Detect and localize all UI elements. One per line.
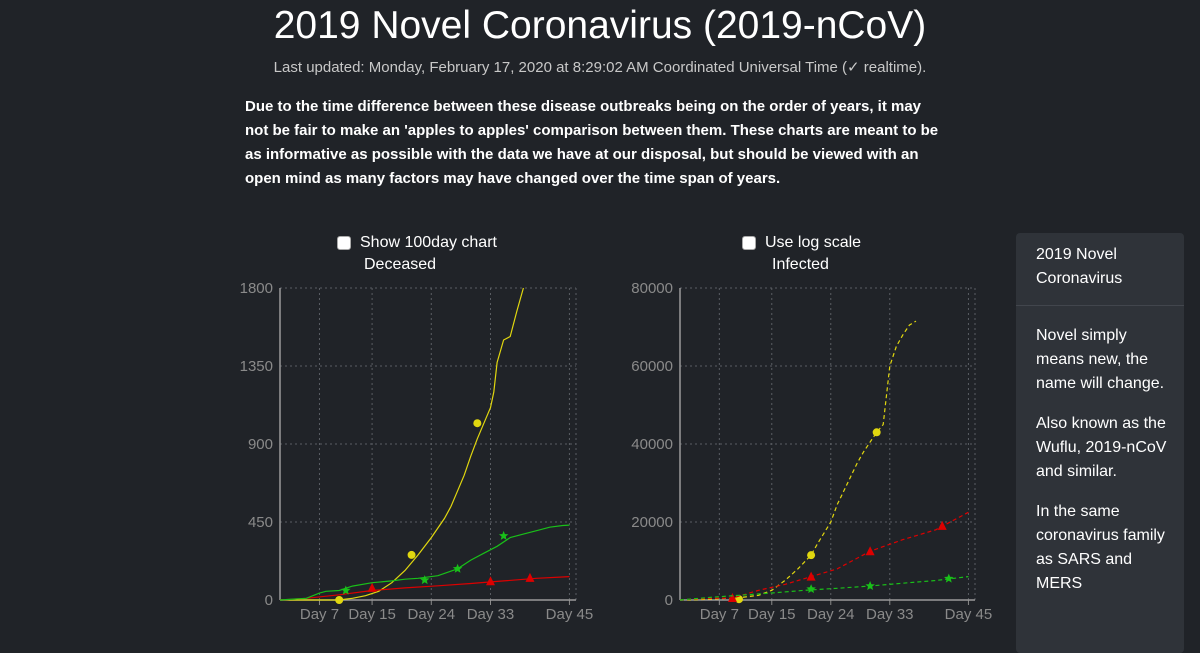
- sidebar-paragraph: In the same coronavirus family as SARS a…: [1036, 503, 1165, 592]
- series-line: [679, 511, 969, 601]
- data-point: [485, 576, 495, 586]
- data-point: [367, 582, 377, 592]
- data-point: [335, 596, 344, 604]
- sidebar-paragraph: Novel simply means new, the name will ch…: [1036, 327, 1165, 392]
- y-tick-label: 20000: [631, 514, 673, 531]
- y-tick-label: 0: [665, 592, 673, 609]
- x-tick-label: Day 45: [945, 606, 993, 623]
- y-tick-label: 60000: [631, 358, 673, 375]
- data-point: [806, 584, 816, 594]
- data-point: [727, 593, 737, 603]
- data-point: [944, 573, 954, 583]
- x-tick-label: Day 15: [348, 606, 396, 623]
- x-tick-label: Day 45: [546, 606, 594, 623]
- series-line: [279, 576, 570, 601]
- show-100day-label: Show 100day chart: [360, 234, 497, 251]
- page-title: 2019 Novel Coronavirus (2019-nCoV): [273, 4, 927, 47]
- deceased-chart-title: Deceased: [364, 256, 437, 273]
- data-point: [865, 546, 875, 556]
- sidebar-body: Novel simply means new, the name will ch…: [1016, 306, 1184, 596]
- y-tick-label: 0: [265, 592, 273, 609]
- data-point: [452, 563, 463, 573]
- data-point: [872, 428, 881, 437]
- x-tick-label: Day 7: [700, 606, 739, 623]
- y-tick-label: 80000: [631, 280, 673, 297]
- log-scale-toggle[interactable]: Use log scale: [742, 234, 861, 252]
- data-point: [865, 581, 875, 590]
- x-tick-label: Day 15: [748, 606, 796, 623]
- y-tick-label: 1350: [240, 358, 273, 375]
- infected-chart-title: Infected: [772, 256, 829, 273]
- show-100day-toggle[interactable]: Show 100day chart: [337, 234, 497, 252]
- y-tick-label: 1800: [240, 280, 273, 297]
- infected-chart: 0 20000 40000 60000 80000 Day 7 Day 15 Day 24 Da…: [631, 280, 993, 623]
- log-scale-checkbox[interactable]: [742, 236, 756, 250]
- y-tick-label: 450: [248, 514, 273, 531]
- series-line: [679, 320, 917, 601]
- series-line: [679, 576, 969, 601]
- series-line: [280, 287, 524, 601]
- data-point: [937, 520, 947, 530]
- x-tick-label: Day 33: [467, 606, 515, 623]
- data-point: [341, 585, 351, 595]
- data-point: [525, 572, 535, 582]
- last-updated: Last updated: Monday, February 17, 2020 …: [273, 59, 927, 76]
- data-point: [498, 530, 509, 540]
- log-scale-label: Use log scale: [765, 234, 862, 251]
- series-line: [279, 524, 570, 601]
- info-sidebar: 2019 Novel Coronavirus Novel simply mean…: [1016, 233, 1184, 653]
- y-tick-label: 40000: [631, 436, 673, 453]
- x-tick-label: Day 24: [408, 606, 456, 623]
- data-point: [407, 550, 416, 559]
- comparison-notice: Due to the time difference between these…: [245, 98, 939, 187]
- data-point: [807, 551, 816, 560]
- sidebar-paragraph: Also known as the Wuflu, 2019-nCoV and s…: [1036, 415, 1167, 480]
- data-point: [420, 575, 430, 585]
- data-point: [806, 571, 816, 581]
- deceased-chart: 0 450 900 1350 1800 Day 7 Day 15 Day 24 Day 33 Da…: [240, 280, 594, 623]
- y-tick-label: 900: [248, 436, 273, 453]
- x-tick-label: Day 33: [866, 606, 914, 623]
- show-100day-checkbox[interactable]: [337, 236, 351, 250]
- sidebar-heading: 2019 Novel Coronavirus: [1016, 233, 1184, 306]
- data-point: [473, 419, 482, 428]
- x-tick-label: Day 24: [807, 606, 855, 623]
- x-tick-label: Day 7: [300, 606, 339, 623]
